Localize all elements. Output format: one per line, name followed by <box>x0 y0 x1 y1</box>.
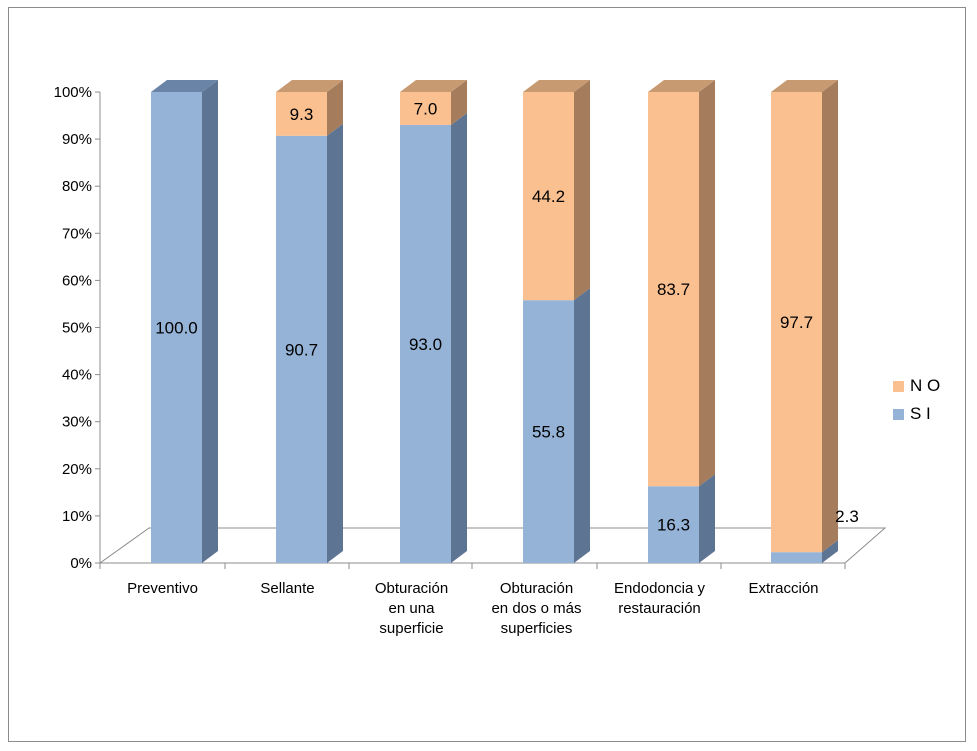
category-label-3: Obturación <box>500 580 573 597</box>
y-tick-label: 20% <box>62 461 92 478</box>
bar-si-1 <box>276 135 327 564</box>
data-label-si-1: 90.7 <box>285 340 318 359</box>
bar-side-no-4 <box>699 80 715 487</box>
category-label-2: superficie <box>379 620 443 637</box>
y-tick-label: 30% <box>62 414 92 431</box>
data-label-si-5: 2.3 <box>835 507 859 526</box>
bar-side-no-5 <box>822 80 838 553</box>
y-tick-label: 60% <box>62 272 92 289</box>
bar-side-no-2 <box>451 80 467 125</box>
bar-top-no-5 <box>771 80 838 92</box>
category-label-2: en una <box>389 600 436 617</box>
data-label-si-2: 93.0 <box>409 335 442 354</box>
bar-si-2 <box>400 124 451 563</box>
legend-label-0: N O <box>910 376 940 395</box>
data-labels: 100.0 90.7 9.3 93.0 7.0 55.8 44.2 16.3 83.7 2.3 97… <box>155 99 859 534</box>
category-label-4: restauración <box>618 600 701 617</box>
legend-swatch-0 <box>893 381 904 392</box>
bar-si-5 <box>771 552 822 563</box>
bar-no-5 <box>771 92 822 553</box>
category-label-5: Extracción <box>748 580 818 597</box>
bar-side-si-1 <box>327 123 343 563</box>
legend-swatch-1 <box>893 409 904 420</box>
bar-no-4 <box>648 92 699 487</box>
category-label-3: superficies <box>501 620 573 637</box>
bar-side-no-3 <box>574 80 590 301</box>
y-tick-label: 70% <box>62 225 92 242</box>
y-tick-label: 80% <box>62 178 92 195</box>
bars <box>151 80 838 564</box>
bar-top-no-4 <box>648 80 715 92</box>
bar-top-no-1 <box>276 80 343 92</box>
data-label-no-1: 9.3 <box>290 105 314 124</box>
bar-side-si-2 <box>451 112 467 563</box>
data-label-si-3: 55.8 <box>532 423 565 442</box>
data-label-no-5: 97.7 <box>780 313 813 332</box>
bar-no-2 <box>400 92 451 125</box>
data-label-si-0: 100.0 <box>155 319 198 338</box>
category-label-3: en dos o más <box>491 600 581 617</box>
bar-si-0 <box>151 92 202 563</box>
y-tick-label: 50% <box>62 320 92 337</box>
data-label-no-3: 44.2 <box>532 187 565 206</box>
bar-side-no-1 <box>327 80 343 136</box>
y-tick-label: 40% <box>62 367 92 384</box>
data-label-no-2: 7.0 <box>414 99 438 118</box>
bar-top-no-3 <box>523 80 590 92</box>
y-tick-label: 100% <box>54 84 92 101</box>
y-axis: 0% 10% 20% 30% 40% 50% 60% 70% 80% 90% 100% <box>54 84 846 572</box>
category-label-4: Endodoncia y <box>614 580 705 597</box>
y-tick-label: 10% <box>62 508 92 525</box>
legend-label-1: S I <box>910 404 931 423</box>
category-labels: Preventivo Sellante Obturación en una superf… <box>127 580 818 637</box>
category-label-2: Obturación <box>375 580 448 597</box>
bar-no-3 <box>523 92 574 301</box>
y-tick-label: 0% <box>70 555 92 572</box>
category-label-0: Preventivo <box>127 580 198 597</box>
bar-side-si-3 <box>574 288 590 563</box>
legend: N O S I <box>893 376 940 423</box>
category-label-1: Sellante <box>260 580 314 597</box>
y-tick-label: 90% <box>62 131 92 148</box>
bar-si-4 <box>648 486 699 563</box>
bar-top-no-2 <box>400 80 467 92</box>
bar-side-si-0 <box>202 80 218 563</box>
data-label-no-4: 83.7 <box>657 280 690 299</box>
bar-no-1 <box>276 92 327 136</box>
bar-side-si-4 <box>699 474 715 563</box>
bar-si-3 <box>523 300 574 563</box>
bar-side-si-5 <box>822 540 838 563</box>
data-label-si-4: 16.3 <box>657 516 690 535</box>
bar-top-si-0 <box>151 80 218 92</box>
